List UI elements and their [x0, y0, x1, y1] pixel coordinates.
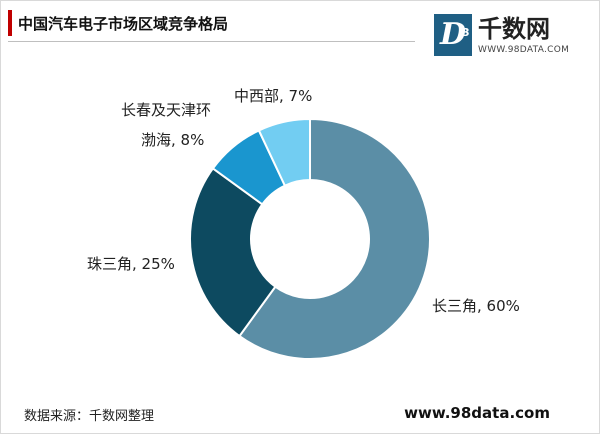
- header-divider: [8, 41, 415, 42]
- logo-url: WWW.98DATA.COM: [478, 45, 570, 55]
- label-zhusanjiao: 珠三角, 25%: [87, 255, 175, 273]
- logo-name: 千数网: [478, 15, 550, 43]
- data-source: 数据来源：千数网整理: [24, 409, 155, 424]
- logo-mark-superscript: 3: [462, 26, 470, 39]
- logo-mark-letter: D: [439, 17, 466, 52]
- label-zhongxibu: 中西部, 7%: [234, 87, 312, 105]
- label-changsanjiao: 长三角, 60%: [432, 297, 520, 315]
- chart-title: 中国汽车电子市场区域竞争格局: [18, 15, 229, 33]
- label-bohai-line1: 长春及天津环: [121, 101, 211, 119]
- slice-zhusanjiao: [189, 167, 277, 338]
- slice-changsanjiao: [238, 117, 431, 360]
- label-bohai-line2: 渤海, 8%: [141, 131, 204, 149]
- slice-zhongxibu: [257, 117, 311, 187]
- donut-slices: [189, 117, 431, 360]
- website-url: www.98data.com: [404, 404, 550, 422]
- title-accent-bar: [8, 10, 12, 36]
- brand-logo: D 3 千数网 WWW.98DATA.COM: [434, 14, 594, 60]
- logo-mark-icon: D 3: [434, 14, 472, 56]
